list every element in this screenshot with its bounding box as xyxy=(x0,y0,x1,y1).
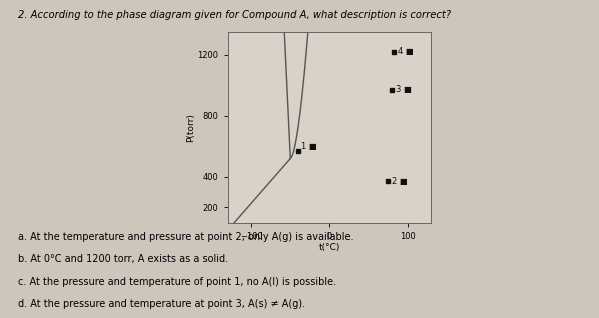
Text: 1 ■: 1 ■ xyxy=(301,142,317,151)
Text: 2 ■: 2 ■ xyxy=(392,177,408,186)
Y-axis label: P(torr): P(torr) xyxy=(186,113,195,142)
Text: a. At the temperature and pressure at point 2, only A(g) is available.: a. At the temperature and pressure at po… xyxy=(18,232,353,242)
Text: d. At the pressure and temperature at point 3, A(s) ≠ A(g).: d. At the pressure and temperature at po… xyxy=(18,299,305,309)
Text: c. At the pressure and temperature of point 1, no A(l) is possible.: c. At the pressure and temperature of po… xyxy=(18,277,336,287)
X-axis label: t(°C): t(°C) xyxy=(319,243,340,252)
Text: b. At 0°C and 1200 torr, A exists as a solid.: b. At 0°C and 1200 torr, A exists as a s… xyxy=(18,254,228,264)
Text: 2. According to the phase diagram given for Compound A, what description is corr: 2. According to the phase diagram given … xyxy=(18,10,451,19)
Text: 3 ■: 3 ■ xyxy=(396,85,412,94)
Text: 4 ■: 4 ■ xyxy=(398,47,413,56)
